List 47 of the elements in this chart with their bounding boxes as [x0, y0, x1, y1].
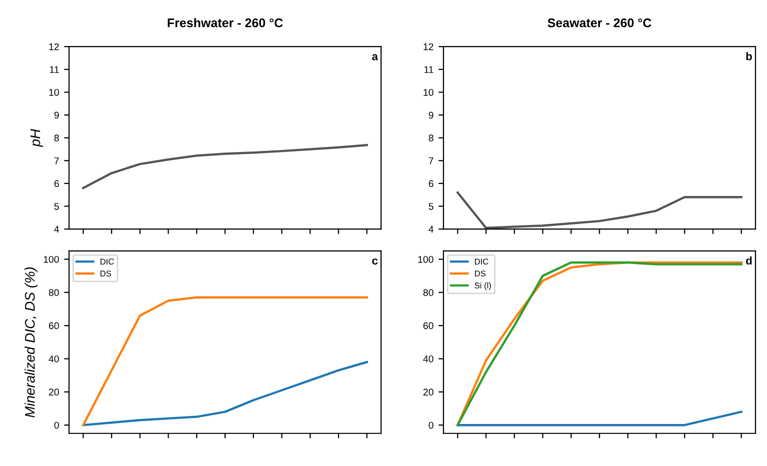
- line-series: [456, 191, 742, 230]
- chart-title: Seawater - 260 °C: [548, 18, 652, 28]
- y-tick-label: 5: [54, 203, 59, 210]
- annotation: a: [372, 54, 378, 60]
- y-tick-label: 6: [54, 180, 59, 188]
- legend-label: DS: [474, 270, 486, 276]
- annotation: b: [746, 52, 752, 60]
- y-tick-label: 20: [48, 388, 59, 396]
- y-tick-label: 40: [423, 355, 434, 362]
- y-tick-label: 60: [423, 322, 434, 330]
- y-tick-label: 11: [50, 66, 59, 73]
- line-series: [82, 144, 368, 190]
- y-tick-label: 12: [49, 43, 59, 50]
- y-axis-title: Mineralized DIC, DS (%): [24, 267, 38, 418]
- y-tick-label: 12: [424, 43, 434, 50]
- y-tick-label: 0: [428, 422, 434, 429]
- y-tick-label: 0: [54, 422, 59, 429]
- line-series: [82, 296, 368, 426]
- y-tick-label: 10: [424, 88, 434, 96]
- legend-label: DIC: [474, 258, 488, 265]
- y-tick-label: 5: [428, 203, 434, 210]
- y-tick-label: 80: [48, 289, 59, 296]
- y-tick-label: 40: [48, 355, 59, 362]
- y-tick-label: 80: [423, 289, 434, 296]
- legend-label: DS: [100, 270, 112, 276]
- chart-title: Freshwater - 260 °C: [168, 18, 283, 28]
- y-tick-label: 7: [54, 157, 59, 164]
- y-tick-label: 10: [49, 88, 59, 96]
- y-tick-label: 20: [423, 388, 434, 396]
- legend-label: Si (l): [474, 282, 491, 290]
- y-tick-label: 9: [428, 112, 434, 119]
- annotation: d: [746, 256, 752, 265]
- y-tick-label: 7: [428, 157, 434, 164]
- y-tick-label: 4: [54, 226, 60, 233]
- y-tick-label: 60: [48, 322, 59, 330]
- y-tick-label: 100: [44, 256, 59, 263]
- y-tick-label: 8: [428, 134, 434, 142]
- y-tick-label: 8: [54, 134, 59, 142]
- y-tick-label: 11: [424, 66, 434, 73]
- line-series: [82, 360, 368, 426]
- y-tick-label: 4: [428, 226, 434, 233]
- y-tick-label: 9: [54, 112, 59, 119]
- y-tick-label: 100: [418, 256, 434, 263]
- y-tick-label: 6: [428, 180, 434, 188]
- annotation: c: [372, 258, 378, 265]
- y-axis-title: pH: [30, 128, 43, 148]
- legend-label: DIC: [100, 258, 114, 265]
